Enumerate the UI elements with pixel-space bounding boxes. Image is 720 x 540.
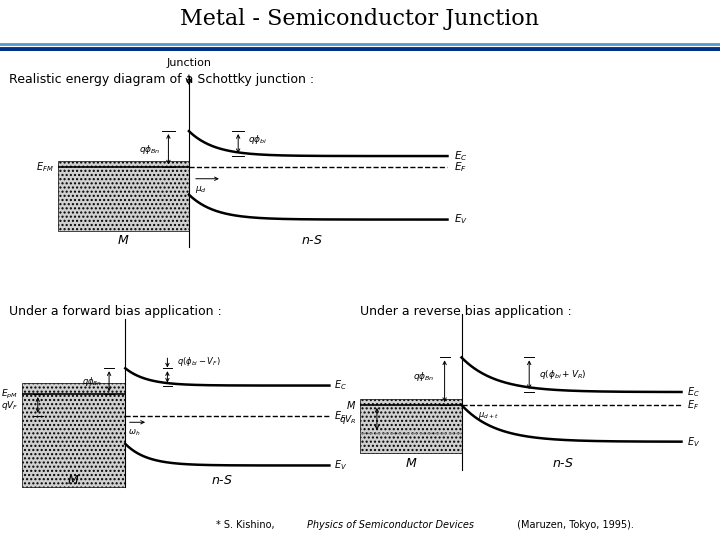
Text: $q(\phi_{bi} + V_R)$: $q(\phi_{bi} + V_R)$: [539, 368, 587, 381]
Text: Metal - Semiconductor Junction: Metal - Semiconductor Junction: [181, 9, 539, 30]
Text: $\mu_{d+t}$: $\mu_{d+t}$: [478, 410, 499, 421]
Text: * S. Kishino,: * S. Kishino,: [216, 520, 278, 530]
Text: $E_V$: $E_V$: [454, 213, 467, 226]
Text: $E_V$: $E_V$: [687, 435, 700, 449]
Text: $M$: $M$: [67, 474, 80, 487]
Text: $\mu_d$: $\mu_d$: [195, 185, 207, 195]
Text: $qV_F$: $qV_F$: [1, 399, 19, 411]
Text: $n$-$S$: $n$-$S$: [301, 234, 323, 247]
Text: $\omega_h$: $\omega_h$: [128, 428, 140, 438]
Bar: [360, 399, 462, 453]
Text: $E_V$: $E_V$: [334, 458, 348, 472]
Text: $q\phi_{Bn}$: $q\phi_{Bn}$: [139, 143, 160, 156]
Text: $E_F$: $E_F$: [334, 409, 346, 423]
Text: $E_C$: $E_C$: [454, 149, 467, 163]
Text: $E_F$: $E_F$: [454, 160, 467, 174]
Bar: [22, 383, 125, 487]
Text: $E_{FM}$: $E_{FM}$: [36, 160, 53, 174]
Text: Under a forward bias application :: Under a forward bias application :: [9, 306, 221, 319]
Text: $n$-$S$: $n$-$S$: [212, 474, 233, 487]
Bar: [58, 160, 189, 231]
Text: $M$: $M$: [346, 399, 356, 411]
Text: $E_{pM}$: $E_{pM}$: [1, 388, 19, 401]
Text: $n$-$S$: $n$-$S$: [552, 457, 574, 470]
Text: $M$: $M$: [405, 457, 417, 470]
Text: Physics of Semiconductor Devices: Physics of Semiconductor Devices: [307, 520, 474, 530]
Text: $E_C$: $E_C$: [687, 385, 699, 399]
Text: Under a reverse bias application :: Under a reverse bias application :: [360, 306, 572, 319]
Text: $q(\phi_{bi} - V_F)$: $q(\phi_{bi} - V_F)$: [177, 355, 221, 368]
Text: Junction: Junction: [166, 58, 212, 68]
Text: Realistic energy diagram of a Schottky junction :: Realistic energy diagram of a Schottky j…: [9, 73, 314, 86]
Text: $q\phi_{bi}$: $q\phi_{bi}$: [248, 132, 268, 146]
Text: $qV_R$: $qV_R$: [339, 413, 356, 426]
Text: $E_F$: $E_F$: [687, 398, 698, 412]
Text: $q\phi_{Bn}$: $q\phi_{Bn}$: [82, 375, 102, 388]
Text: $M$: $M$: [117, 234, 130, 247]
Text: $q\phi_{Bn}$: $q\phi_{Bn}$: [413, 370, 434, 383]
Text: (Maruzen, Tokyo, 1995).: (Maruzen, Tokyo, 1995).: [514, 520, 634, 530]
Text: $E_C$: $E_C$: [334, 379, 347, 393]
